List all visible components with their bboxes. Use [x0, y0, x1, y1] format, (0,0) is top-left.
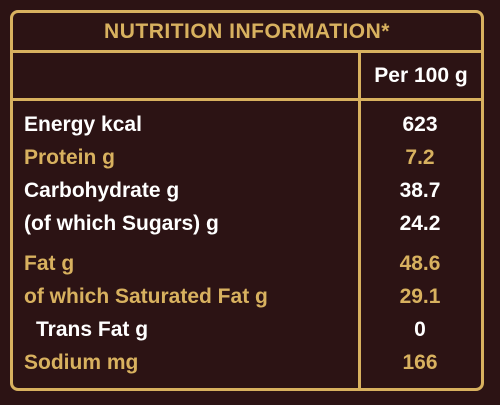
row-label: (of which Sugars) g — [24, 212, 219, 235]
row-label: Protein g — [24, 146, 116, 169]
row-label: Trans Fat g — [36, 318, 149, 341]
row-value: 623 — [402, 113, 438, 136]
table-border — [10, 10, 484, 391]
row-value: 24.2 — [399, 212, 441, 235]
row-value: 166 — [402, 351, 438, 374]
row-label: Fat g — [24, 252, 75, 275]
table-row: (of which Sugars) g 24.2 — [24, 207, 479, 241]
table-row: of which Saturated Fat g 29.1 — [24, 280, 479, 314]
row-value: 38.7 — [399, 179, 441, 202]
table-row: Energy kcal 623 — [24, 108, 479, 142]
column-header: Per 100 g — [374, 63, 468, 87]
row-value: 7.2 — [405, 146, 435, 169]
title-divider — [13, 50, 481, 53]
row-label: of which Saturated Fat g — [24, 285, 268, 308]
table-row: Fat g 48.6 — [24, 247, 479, 281]
table-row: Sodium mg 166 — [24, 346, 479, 380]
row-value: 48.6 — [399, 252, 441, 275]
table-row: Carbohydrate g 38.7 — [24, 174, 479, 208]
row-label: Carbohydrate g — [24, 179, 180, 202]
table-row: Trans Fat g 0 — [24, 313, 479, 347]
table-row: Protein g 7.2 — [24, 141, 479, 175]
table-title: NUTRITION INFORMATION* — [104, 19, 390, 43]
header-divider — [13, 98, 481, 101]
row-value: 29.1 — [399, 285, 441, 308]
column-divider — [358, 53, 361, 388]
row-value: 0 — [414, 318, 426, 341]
row-label: Sodium mg — [24, 351, 139, 374]
row-label: Energy kcal — [24, 113, 142, 136]
